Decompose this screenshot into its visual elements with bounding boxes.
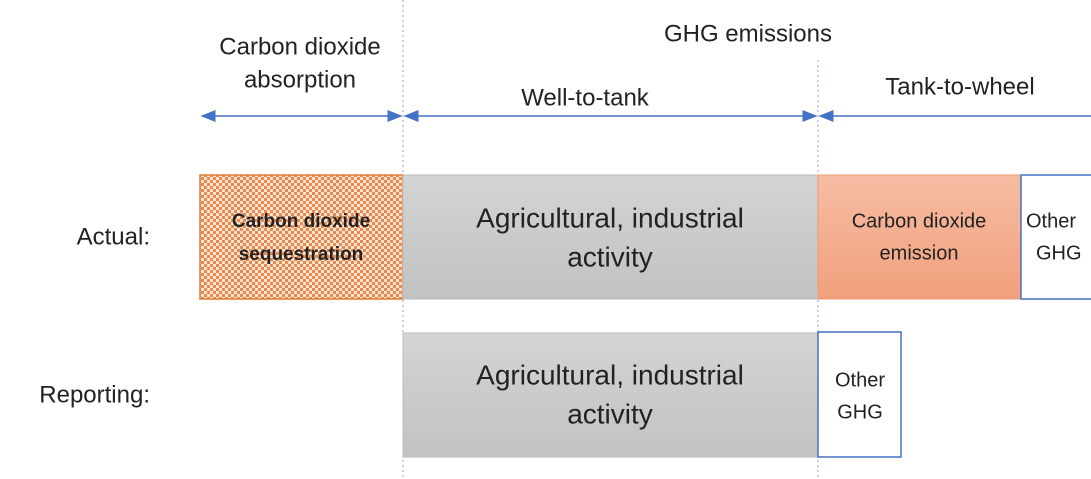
row-label: Actual: [77,223,150,250]
box [817,174,1022,300]
box-text: GHG [1036,242,1082,264]
header-label: Tank-to-wheel [885,73,1034,100]
box-text: GHG [837,401,883,423]
header-label: Well-to-tank [521,84,650,111]
box [402,332,819,458]
header-label: Carbon dioxide [219,33,380,60]
box [402,174,819,300]
box-text: Carbon dioxide [852,210,987,232]
box [1020,174,1091,300]
header-label: absorption [244,66,356,93]
row-label: Reporting: [39,381,150,408]
box [199,174,404,300]
box-text: Agricultural, industrial [476,202,744,233]
box-text: activity [567,241,653,272]
box-text: Other [835,369,885,391]
box-text: Agricultural, industrial [476,359,744,390]
box-text: activity [567,398,653,429]
box-text: emission [880,242,959,264]
box-text: sequestration [239,244,364,265]
box-text: Carbon dioxide [232,211,370,232]
box [817,331,902,458]
header-label: GHG emissions [664,20,832,47]
box-text: Other [1026,210,1076,232]
